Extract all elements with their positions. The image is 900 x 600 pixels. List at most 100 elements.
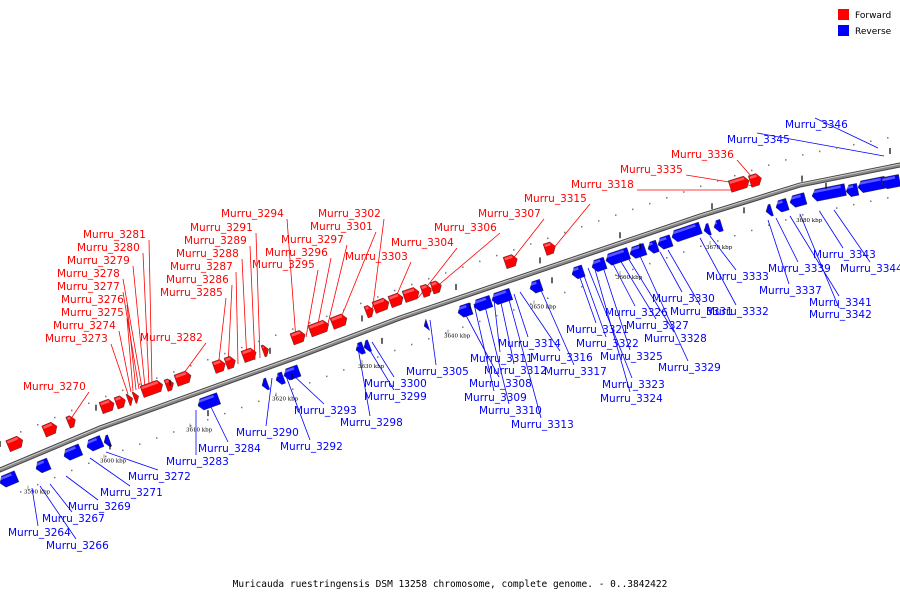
reverse-gene-label: Murru_3321 [566, 324, 629, 336]
legend-reverse-swatch [838, 25, 849, 36]
reverse-gene [473, 295, 494, 312]
track-dot [513, 249, 515, 251]
track-dot [411, 343, 413, 346]
reverse-gene [789, 192, 808, 208]
scale-tick-label: 3640 kbp [444, 334, 471, 340]
scale-tick-label: 3650 kbp [530, 304, 557, 310]
reverse-leader-line [699, 237, 737, 306]
reverse-gene-label: Murru_3271 [100, 487, 163, 499]
scale-tick-label: 3620 kbp [272, 396, 299, 402]
reverse-gene-label: Murru_3311 [470, 353, 533, 365]
legend-forward-label: Forward [855, 11, 891, 21]
track-dot [190, 425, 192, 427]
reverse-leader-line [819, 211, 844, 249]
reverse-gene-label: Murru_3323 [602, 379, 665, 391]
reverse-gene-label: Murru_3345 [727, 134, 790, 146]
track-dot [88, 462, 90, 465]
reverse-gene-label: Murru_3283 [166, 456, 229, 468]
reverse-gene-label: Murru_3346 [785, 119, 848, 131]
forward-gene-label: Murru_3296 [265, 247, 328, 259]
legend: Forward Reverse [838, 9, 892, 37]
track-dot [241, 406, 243, 409]
track-dot [598, 220, 600, 222]
reverse-gene [283, 364, 302, 381]
track-dot [768, 224, 770, 226]
track-dot [615, 214, 617, 216]
track-dot [292, 388, 294, 390]
track-dot [88, 402, 90, 405]
forward-gene [41, 421, 58, 438]
gene-features [0, 148, 900, 488]
reverse-gene [423, 318, 431, 332]
reverse-gene-label: Murru_3317 [544, 366, 607, 378]
track-dot [496, 314, 498, 317]
reverse-gene-label: Murru_3343 [813, 249, 876, 261]
reverse-gene-label: Murru_3322 [576, 338, 639, 350]
track-dot [717, 180, 719, 182]
track-dot [666, 197, 668, 199]
legend-forward: Forward [838, 9, 891, 21]
reverse-gene-label: Murru_3300 [364, 378, 427, 390]
reverse-gene [881, 174, 900, 190]
reverse-gene-label: Murru_3324 [600, 393, 663, 405]
track-dot [428, 337, 430, 340]
forward-gene-label: Murru_3303 [345, 251, 408, 263]
reverse-gene-label: Murru_3329 [658, 362, 721, 374]
reverse-leader-line [756, 132, 885, 157]
track-dot [649, 202, 651, 205]
reverse-leader-line [513, 293, 529, 338]
forward-gene-label: Murru_3274 [53, 320, 116, 332]
reverse-gene-label: Murru_3266 [46, 540, 109, 552]
reverse-leader-line [89, 457, 131, 487]
forward-leader-line [255, 232, 261, 359]
scale-tick-label: 3670 kbp [706, 245, 733, 251]
forward-gene-label: Murru_3281 [83, 229, 146, 241]
reverse-gene-label: Murru_3328 [644, 333, 707, 345]
track-dot [751, 169, 753, 172]
reverse-gene [845, 183, 860, 197]
track-dot [581, 225, 583, 228]
forward-gene-label: Murru_3301 [310, 221, 373, 233]
reverse-gene-label: Murru_3333 [706, 271, 769, 283]
track-dot [547, 297, 549, 300]
reverse-gene [703, 223, 712, 236]
reverse-gene [34, 457, 52, 474]
reverse-gene-label: Murru_3298 [340, 417, 403, 429]
track-dot [462, 266, 464, 268]
forward-leader-line [227, 284, 233, 367]
reverse-leader-line [31, 487, 39, 527]
track-dot [105, 455, 107, 458]
track-dot [768, 164, 770, 166]
track-dot [496, 254, 498, 257]
forward-gene [429, 280, 442, 295]
track-dot [156, 437, 158, 439]
forward-leader-line [126, 317, 134, 392]
track-dot [717, 240, 719, 242]
reverse-gene-label: Murru_3313 [511, 419, 574, 431]
track-dot [649, 262, 651, 265]
forward-gene [401, 287, 420, 303]
track-dot [309, 322, 311, 324]
forward-gene-label: Murru_3270 [23, 381, 86, 393]
track-dot [802, 214, 804, 216]
reverse-gene [765, 203, 774, 217]
scale-tick-label: 3660 kbp [616, 275, 643, 281]
forward-gene-label: Murru_3315 [524, 193, 587, 205]
forward-leader-line [217, 297, 227, 369]
forward-gene-label: Murru_3336 [671, 149, 734, 161]
reverse-gene-label: Murru_3342 [809, 309, 872, 321]
forward-leader-line [148, 239, 153, 386]
track-dot [224, 412, 226, 415]
reverse-gene-label: Murru_3310 [479, 405, 542, 417]
track-dot [258, 340, 260, 343]
reverse-gene [529, 278, 544, 294]
track-dot [836, 207, 838, 209]
forward-gene-label: Murru_3278 [57, 268, 120, 280]
reverse-gene-label: Murru_3326 [605, 307, 668, 319]
reverse-gene [197, 392, 221, 411]
reverse-leader-line [507, 295, 542, 419]
track-dot [71, 469, 73, 472]
reverse-leader-line [49, 483, 73, 513]
reverse-gene-label: Murru_3309 [464, 392, 527, 404]
